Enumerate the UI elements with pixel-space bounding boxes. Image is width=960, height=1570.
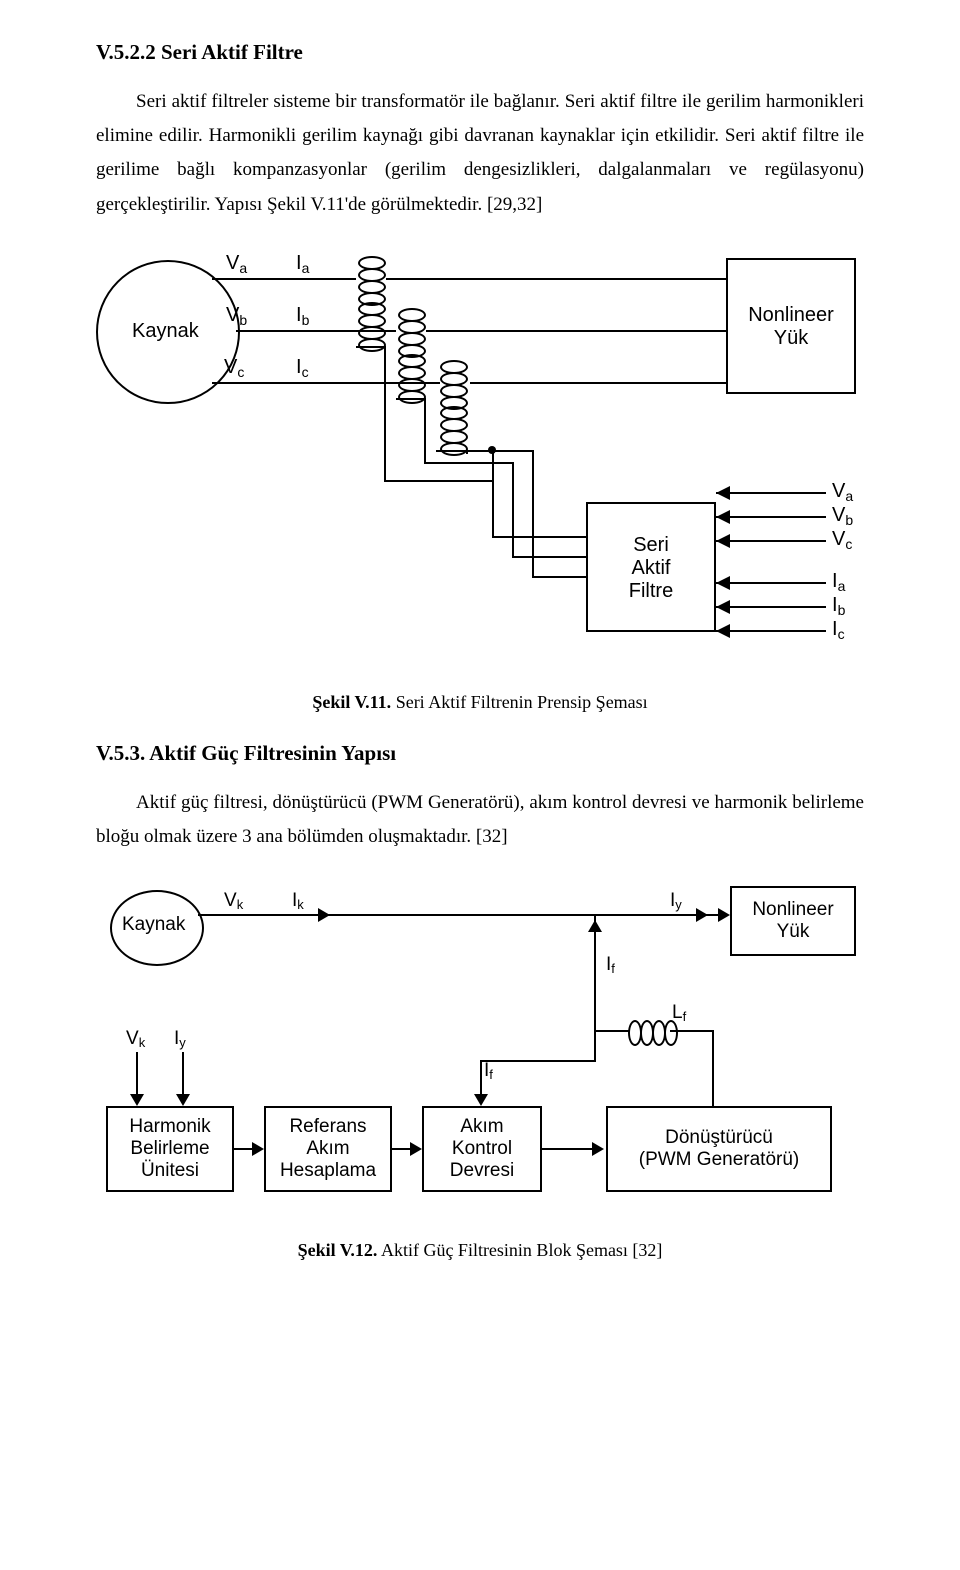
f2-if-branch-v — [594, 1030, 596, 1062]
f2-iy: Iy — [670, 890, 682, 912]
f2-a3 — [592, 1142, 604, 1156]
figure1-caption-text: Seri Aktif Filtrenin Prensip Şeması — [391, 692, 648, 712]
f2-if2-line — [480, 1060, 482, 1098]
f1-out-va-line — [716, 492, 826, 494]
f1-fline-3h — [532, 576, 586, 578]
f2-iy-arr — [176, 1094, 190, 1106]
f1-out-vc: Vc — [832, 528, 852, 551]
f1-bus-drop — [492, 450, 494, 482]
f2-left-iy: Iy — [174, 1028, 186, 1050]
f1-out-ic-arrow — [716, 624, 730, 638]
f1-ib: Ib — [296, 304, 309, 327]
figure-v11: Kaynak Va Vb Vc Ia Ib Ic — [96, 246, 856, 676]
f1-fline-2v — [512, 462, 514, 556]
f2-ik-arrow — [318, 908, 330, 922]
f1-line-c-2 — [470, 382, 726, 384]
section-paragraph-1: Seri aktif filtreler sisteme bir transfo… — [96, 85, 864, 222]
f2-if-branch — [480, 1060, 596, 1062]
section-paragraph-2: Aktif güç filtresi, dönüştürücü (PWM Gen… — [96, 786, 864, 854]
f1-bus-b — [424, 462, 492, 464]
f1-out-va-arrow — [716, 486, 730, 500]
f2-lf-coil — [628, 1020, 676, 1046]
f2-box-acc: Akım Kontrol Devresi — [422, 1106, 542, 1192]
f1-fline-1v — [492, 480, 494, 536]
f1-out-ia-line — [716, 582, 826, 584]
f2-if-arrow — [588, 920, 602, 932]
f1-filter-label: Seri Aktif Filtre — [588, 534, 714, 603]
f2-lf-line-r — [670, 1030, 714, 1032]
f1-drop-a — [384, 346, 386, 480]
figure2-caption: Şekil V.12. Aktif Güç Filtresinin Blok Ş… — [96, 1240, 864, 1261]
f2-ik: Ik — [292, 890, 304, 912]
f1-line-a-1 — [212, 278, 356, 280]
f1-filter-box: Seri Aktif Filtre — [586, 502, 716, 632]
figure2-caption-bold: Şekil V.12. — [298, 1240, 378, 1260]
f1-out-vc-arrow — [716, 534, 730, 548]
f1-load-box: Nonlineer Yük — [726, 258, 856, 394]
f1-lead-a — [356, 346, 386, 348]
f2-vk: Vk — [224, 890, 243, 912]
f1-fline-2h — [512, 556, 586, 558]
f1-out-ib-arrow — [716, 600, 730, 614]
f2-iy-arrow — [696, 908, 708, 922]
f1-bus-a — [384, 480, 492, 482]
f1-ic: Ic — [296, 356, 309, 379]
figure2-caption-text: Aktif Güç Filtresinin Blok Şeması [32] — [377, 1240, 662, 1260]
f2-box-ref: Referans Akım Hesaplama — [264, 1106, 392, 1192]
f1-fline-1h — [492, 536, 586, 538]
f1-out-vb: Vb — [832, 504, 853, 527]
f2-lf-to-pwm — [712, 1030, 714, 1106]
f2-a1 — [252, 1142, 264, 1156]
f2-iy-line — [182, 1052, 184, 1098]
f1-out-ib: Ib — [832, 594, 845, 617]
f1-drop-b — [424, 398, 426, 462]
f1-lead-b — [396, 398, 426, 400]
f1-out-ia: Ia — [832, 570, 845, 593]
f1-vc: Vc — [224, 356, 244, 379]
f1-vb: Vb — [226, 304, 247, 327]
section-paragraph-1-text: Seri aktif filtreler sisteme bir transfo… — [96, 91, 864, 215]
f1-out-ib-line — [716, 606, 826, 608]
f2-left-vk: Vk — [126, 1028, 145, 1050]
section-paragraph-2-text: Aktif güç filtresi, dönüştürücü (PWM Gen… — [96, 792, 864, 847]
f2-topline-1 — [198, 914, 726, 916]
f2-box-harm: Harmonik Belirleme Ünitesi — [106, 1106, 234, 1192]
f1-out-va: Va — [832, 480, 853, 503]
figure1-caption-bold: Şekil V.11. — [312, 692, 391, 712]
f1-out-vb-line — [716, 516, 826, 518]
f1-line-b-2 — [426, 330, 726, 332]
f2-if: If — [606, 954, 615, 976]
f1-out-ia-arrow — [716, 576, 730, 590]
f2-load-box: Nonlineer Yük — [730, 886, 856, 956]
f1-bus-b2 — [492, 462, 514, 464]
f2-a2 — [410, 1142, 422, 1156]
f1-out-vc-line — [716, 540, 826, 542]
f1-load-label: Nonlineer Yük — [728, 304, 854, 350]
f1-out-ic-line — [716, 630, 826, 632]
f1-ia: Ia — [296, 252, 309, 275]
f1-va: Va — [226, 252, 247, 275]
f2-vk-line — [136, 1052, 138, 1098]
f1-bus-c2 — [492, 450, 534, 452]
f2-box-pwm: Dönüştürücü (PWM Generatörü) — [606, 1106, 832, 1192]
f2-source-label: Kaynak — [122, 914, 185, 936]
figure-v12: Kaynak Vk Ik Iy Nonlineer Yük If Lf Harm… — [96, 884, 876, 1224]
f1-out-vb-arrow — [716, 510, 730, 524]
f1-source-label: Kaynak — [132, 320, 199, 343]
f2-lf: Lf — [672, 1002, 686, 1024]
figure1-caption: Şekil V.11. Seri Aktif Filtrenin Prensip… — [96, 692, 864, 713]
f2-if2: If — [484, 1060, 493, 1082]
section-heading-2: V.5.3. Aktif Güç Filtresinin Yapısı — [96, 741, 864, 766]
section-heading-1: V.5.2.2 Seri Aktif Filtre — [96, 40, 864, 65]
f2-l3 — [542, 1148, 596, 1150]
f1-line-a-2 — [386, 278, 726, 280]
f1-bus-c — [436, 450, 494, 452]
f2-topline-arr — [718, 908, 730, 922]
f2-vk-arr — [130, 1094, 144, 1106]
f2-lf-line-l — [594, 1030, 630, 1032]
f1-out-ic: Ic — [832, 618, 845, 641]
f2-if2-arr — [474, 1094, 488, 1106]
